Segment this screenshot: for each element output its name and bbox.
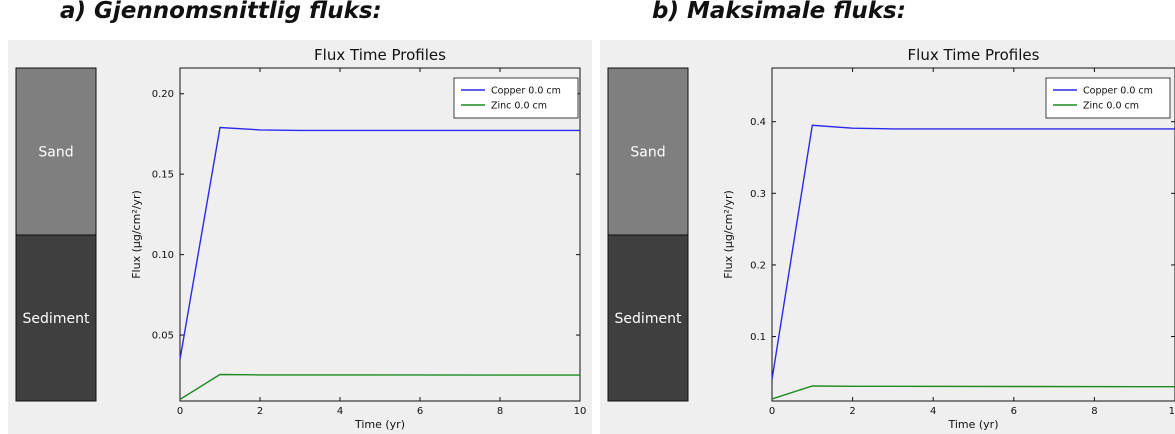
plot-area	[771, 67, 1175, 402]
y-axis-label: Flux (μg/cm²/yr)	[130, 190, 143, 279]
legend	[453, 77, 579, 119]
layer-sediment	[607, 234, 689, 402]
layer-label-sediment: Sediment	[615, 311, 682, 327]
y-tick-label: 0.1	[750, 332, 766, 343]
x-tick-label: 8	[1091, 406, 1097, 417]
x-tick-label: 2	[849, 406, 855, 417]
panel-b-figure: Sand Sediment Flux Time Profiles 0 2 4 6 8 10 0.1…	[607, 46, 1175, 431]
x-tick-label: 10	[1169, 406, 1175, 417]
legend-label-1: Zinc 0.0 cm	[1083, 101, 1139, 112]
x-tick-label: 2	[257, 406, 263, 417]
x-axis-label: Time (yr)	[354, 418, 405, 431]
x-tick-label: 6	[417, 406, 423, 417]
x-tick-label: 4	[930, 406, 936, 417]
y-axis-label: Flux (μg/cm²/yr)	[722, 190, 735, 279]
y-tick-label: 0.20	[152, 89, 174, 100]
legend-label-0: Copper 0.0 cm	[1083, 86, 1153, 97]
legend-label-1: Zinc 0.0 cm	[491, 101, 547, 112]
layer-sediment	[15, 234, 97, 402]
panel-a-figure: Sand Sediment Flux Time Profiles 0 2 4 6 8 10 0.0…	[15, 46, 587, 431]
series-line-0	[179, 126, 580, 360]
series-line-1	[179, 373, 581, 400]
x-tick-label: 10	[574, 406, 587, 417]
layer-label-sand: Sand	[630, 145, 665, 161]
y-tick-label: 0.2	[750, 260, 766, 271]
layer-sand	[607, 67, 689, 236]
y-tick-label: 0.15	[152, 170, 174, 181]
series-line-1	[771, 385, 1175, 400]
y-tick-label: 0.3	[750, 189, 766, 200]
layer-sand	[15, 67, 97, 236]
series-line-0	[771, 124, 1175, 380]
panel-a-caption: a) Gjennomsnittlig fluks:	[60, 0, 382, 24]
chart-title: Flux Time Profiles	[314, 46, 446, 64]
y-tick-label: 0.10	[152, 250, 174, 261]
plot-area	[179, 67, 581, 402]
chart-title: Flux Time Profiles	[908, 46, 1040, 64]
panel-b: Sand Sediment Flux Time Profiles 0 2 4 6 8 10 0.1…	[600, 40, 1175, 434]
y-tick-label: 0.05	[152, 331, 174, 342]
x-tick-label: 0	[177, 406, 183, 417]
y-tick-label: 0.4	[750, 117, 766, 128]
layer-label-sand: Sand	[38, 145, 73, 161]
x-tick-label: 6	[1011, 406, 1017, 417]
x-tick-label: 4	[337, 406, 343, 417]
panel-a: Sand Sediment Flux Time Profiles 0 2 4 6 8 10 0.0…	[8, 40, 592, 434]
panel-b-caption: b) Maksimale fluks:	[652, 0, 906, 24]
legend	[1045, 77, 1171, 119]
x-axis-label: Time (yr)	[947, 418, 998, 431]
x-tick-label: 8	[497, 406, 503, 417]
legend-label-0: Copper 0.0 cm	[491, 86, 561, 97]
x-tick-label: 0	[769, 406, 775, 417]
layer-label-sediment: Sediment	[23, 311, 90, 327]
